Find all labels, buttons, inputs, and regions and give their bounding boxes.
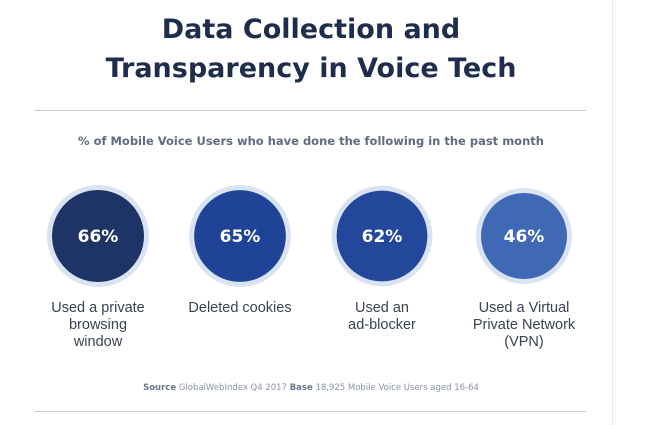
divider-top xyxy=(35,110,586,111)
category-label-4: Used a Virtual Private Network (VPN) xyxy=(472,300,576,350)
source-label: Source xyxy=(143,383,177,393)
title-line-1: Data Collection and xyxy=(161,14,461,45)
category-label-3: Used an ad-blocker xyxy=(348,300,416,333)
bubble-1 xyxy=(52,190,144,282)
page-edge xyxy=(612,0,613,425)
bubble-4 xyxy=(481,193,567,279)
bubble-value-3: 62% xyxy=(362,227,403,247)
source-text: GlobalWebIndex Q4 2017 xyxy=(178,383,287,393)
category-label-2: Deleted cookies xyxy=(188,300,292,316)
source-note: Source GlobalWebIndex Q4 2017 Base 18,92… xyxy=(36,383,586,393)
bubble-value-1: 66% xyxy=(78,227,119,247)
divider-bottom xyxy=(35,411,586,412)
bubble-2 xyxy=(194,190,286,282)
bubble-value-4: 46% xyxy=(504,227,545,247)
base-label: Base xyxy=(289,383,313,393)
page-title: Data Collection and Transparency in Voic… xyxy=(36,10,586,88)
base-text: 18,925 Mobile Voice Users aged 16-64 xyxy=(315,383,479,393)
category-label-1: Used a private browsing window xyxy=(51,300,145,350)
bubble-3 xyxy=(336,190,428,282)
bubble-value-2: 65% xyxy=(220,227,261,247)
title-line-2: Transparency in Voice Tech xyxy=(105,53,517,84)
chart-subtitle: % of Mobile Voice Users who have done th… xyxy=(78,134,544,148)
